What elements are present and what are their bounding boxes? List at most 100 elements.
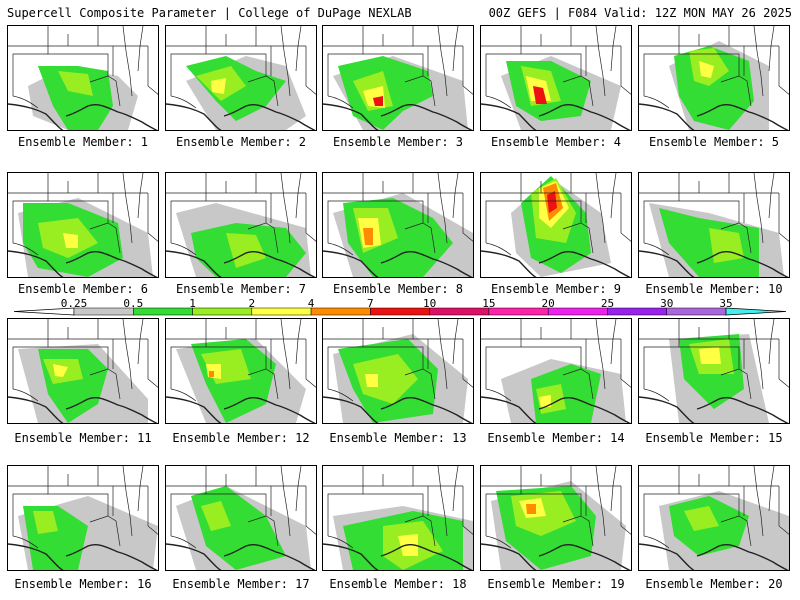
state-border [452,319,459,365]
state-border [462,193,473,242]
scp-contour-lightgreen [684,506,719,531]
ensemble-member-label: Ensemble Member: 17 [172,577,310,591]
ensemble-member-map-15 [638,318,790,424]
scp-field-map [323,319,473,423]
scp-field-map [8,26,158,130]
state-border [147,486,158,535]
state-border [137,26,144,72]
state-border [678,173,740,230]
state-border [122,466,133,537]
state-border [570,319,621,340]
state-border [580,222,594,254]
scp-contour-yellow [63,233,78,248]
state-border [620,193,631,242]
state-border [595,26,606,97]
coastline [639,396,789,423]
ensemble-member-label: Ensemble Member: 2 [175,135,307,149]
state-border [170,200,206,243]
state-border [643,95,670,109]
state-border [265,368,279,400]
scp-contour-lightgreen [709,228,744,263]
colorbar-swatch [666,307,727,316]
state-border [678,319,740,376]
ensemble-member-map-11 [7,318,159,424]
state-border [422,368,436,400]
colorbar-swatch [488,307,549,316]
state-border [768,173,775,219]
state-border [452,173,459,219]
state-border [12,200,48,243]
scp-field-map [323,466,473,570]
scp-contour-green [659,208,759,277]
state-border [412,26,463,47]
state-border [205,26,267,83]
colorbar-tick-label: 0.5 [123,297,144,310]
state-border [595,173,606,244]
coastline [481,543,631,570]
scp-field-map [481,173,631,277]
colorbar-tick-label: 25 [600,297,615,310]
state-border [97,466,148,487]
ensemble-member-map-2 [165,25,317,131]
scp-contour-lightgreen [201,501,231,531]
state-border [520,173,582,230]
ensemble-member-label: Ensemble Member: 19 [487,577,625,591]
scp-contour-lightgreen [58,71,93,96]
scp-field-map [166,173,316,277]
coastline [166,103,316,130]
ensemble-member-map-3 [322,25,474,131]
state-border [327,346,363,389]
ensemble-member-label: Ensemble Member: 4 [490,135,622,149]
state-border [643,388,670,402]
state-border [327,53,363,96]
state-border [265,75,279,107]
state-border [12,53,48,96]
state-border [462,486,473,535]
state-border [327,493,363,536]
state-border [137,173,144,219]
state-border [768,26,775,72]
state-border [437,26,448,97]
colorbar-overflow-arrow [725,307,787,316]
state-border [595,319,606,390]
scp-field-map [166,466,316,570]
state-border [205,466,267,523]
state-border [485,95,512,109]
scp-contour-lightgreen [226,233,266,268]
ensemble-member-label: Ensemble Member: 1 [17,135,149,149]
colorbar-tick-label: 1 [189,297,196,310]
state-border [295,466,302,512]
state-border [753,319,764,390]
state-border [570,466,621,487]
scp-field-map [166,319,316,423]
colorbar-tick-label: 15 [482,297,496,310]
scp-field-map [166,26,316,130]
coastline [166,250,316,277]
state-border [122,26,133,97]
state-border [753,26,764,97]
colorbar-swatch [310,307,371,316]
state-border [305,486,316,535]
colorbar-tick-label: 0.25 [60,297,88,310]
state-border [305,339,316,388]
ensemble-member-label: Ensemble Member: 16 [14,577,152,591]
ensemble-member-map-12 [165,318,317,424]
state-border [643,53,679,96]
scp-contour-red [533,86,547,104]
state-border [147,339,158,388]
ensemble-member-label: Ensemble Member: 9 [490,282,622,296]
state-border [47,319,109,376]
colorbar-swatch [370,307,430,316]
scp-field-map [8,466,158,570]
state-border [170,53,206,96]
ensemble-member-map-16 [7,465,159,571]
state-border [778,193,789,242]
coastline [8,396,158,423]
colorbar-tick-label: 10 [423,297,437,310]
state-border [520,466,582,523]
state-border [738,75,752,107]
state-border [485,242,512,256]
colorbar-swatch [607,307,667,316]
state-border [595,466,606,537]
scp-contour-orange [363,228,373,245]
